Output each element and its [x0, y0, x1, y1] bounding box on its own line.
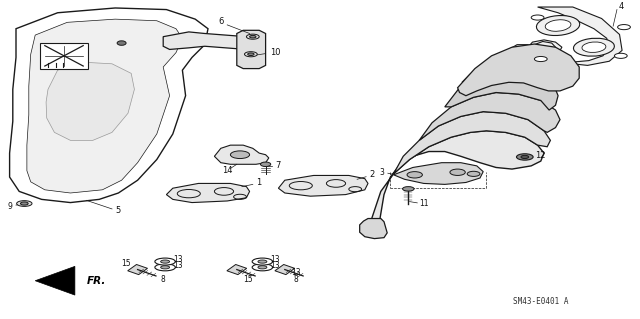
Text: 6: 6 — [218, 17, 223, 26]
Text: 7: 7 — [276, 161, 281, 170]
Polygon shape — [40, 43, 88, 69]
Ellipse shape — [618, 25, 630, 30]
Ellipse shape — [161, 260, 170, 263]
Text: 1: 1 — [257, 178, 262, 187]
Polygon shape — [509, 7, 622, 65]
Ellipse shape — [248, 53, 254, 56]
Polygon shape — [458, 44, 579, 96]
Ellipse shape — [450, 169, 465, 175]
Ellipse shape — [155, 264, 175, 271]
Text: 10: 10 — [270, 48, 280, 57]
Polygon shape — [237, 30, 266, 69]
Text: 9: 9 — [7, 202, 12, 211]
Ellipse shape — [467, 171, 480, 176]
Text: 13: 13 — [270, 255, 280, 263]
Ellipse shape — [582, 42, 606, 52]
Text: 8: 8 — [161, 275, 166, 284]
Ellipse shape — [252, 264, 273, 271]
Text: SM43-E0401 A: SM43-E0401 A — [513, 297, 568, 306]
Polygon shape — [419, 93, 560, 140]
Ellipse shape — [536, 16, 580, 35]
Text: 13: 13 — [173, 261, 183, 270]
Polygon shape — [394, 163, 483, 184]
Text: 15: 15 — [243, 275, 253, 284]
Ellipse shape — [20, 202, 28, 205]
Ellipse shape — [250, 35, 256, 38]
Text: 11: 11 — [420, 199, 429, 208]
Text: 13: 13 — [270, 261, 280, 270]
Text: 15: 15 — [121, 259, 131, 268]
Polygon shape — [46, 62, 134, 140]
Polygon shape — [360, 219, 387, 239]
Text: 14: 14 — [222, 166, 232, 175]
Ellipse shape — [258, 266, 267, 269]
Polygon shape — [10, 8, 208, 203]
Ellipse shape — [260, 162, 271, 167]
Polygon shape — [275, 264, 294, 275]
Ellipse shape — [244, 52, 257, 57]
Ellipse shape — [230, 151, 250, 159]
Ellipse shape — [614, 53, 627, 58]
Ellipse shape — [252, 258, 273, 265]
Text: 5: 5 — [116, 206, 121, 215]
Polygon shape — [445, 69, 558, 110]
Ellipse shape — [246, 34, 259, 39]
Text: 4: 4 — [618, 2, 623, 11]
Polygon shape — [394, 112, 550, 174]
Ellipse shape — [516, 154, 533, 160]
Polygon shape — [163, 32, 253, 49]
Ellipse shape — [258, 260, 267, 263]
Text: 13: 13 — [173, 255, 183, 263]
Polygon shape — [227, 264, 246, 275]
Ellipse shape — [545, 20, 571, 31]
Polygon shape — [35, 266, 75, 295]
Ellipse shape — [155, 258, 175, 265]
Text: 13: 13 — [291, 268, 301, 277]
Ellipse shape — [403, 187, 414, 191]
Ellipse shape — [17, 201, 32, 206]
Ellipse shape — [161, 266, 170, 269]
Text: FR.: FR. — [86, 276, 106, 286]
Ellipse shape — [521, 155, 529, 159]
Text: 2: 2 — [370, 170, 375, 179]
Ellipse shape — [534, 56, 547, 62]
Polygon shape — [166, 183, 250, 203]
Ellipse shape — [531, 15, 544, 20]
Text: 3: 3 — [379, 168, 384, 177]
Polygon shape — [214, 145, 269, 164]
Polygon shape — [278, 175, 368, 196]
Text: 8: 8 — [293, 275, 298, 284]
Ellipse shape — [407, 172, 422, 178]
Polygon shape — [27, 19, 182, 193]
Ellipse shape — [573, 38, 614, 56]
Polygon shape — [368, 131, 544, 233]
Polygon shape — [128, 264, 147, 275]
Text: 12: 12 — [536, 151, 546, 160]
Ellipse shape — [117, 41, 126, 45]
